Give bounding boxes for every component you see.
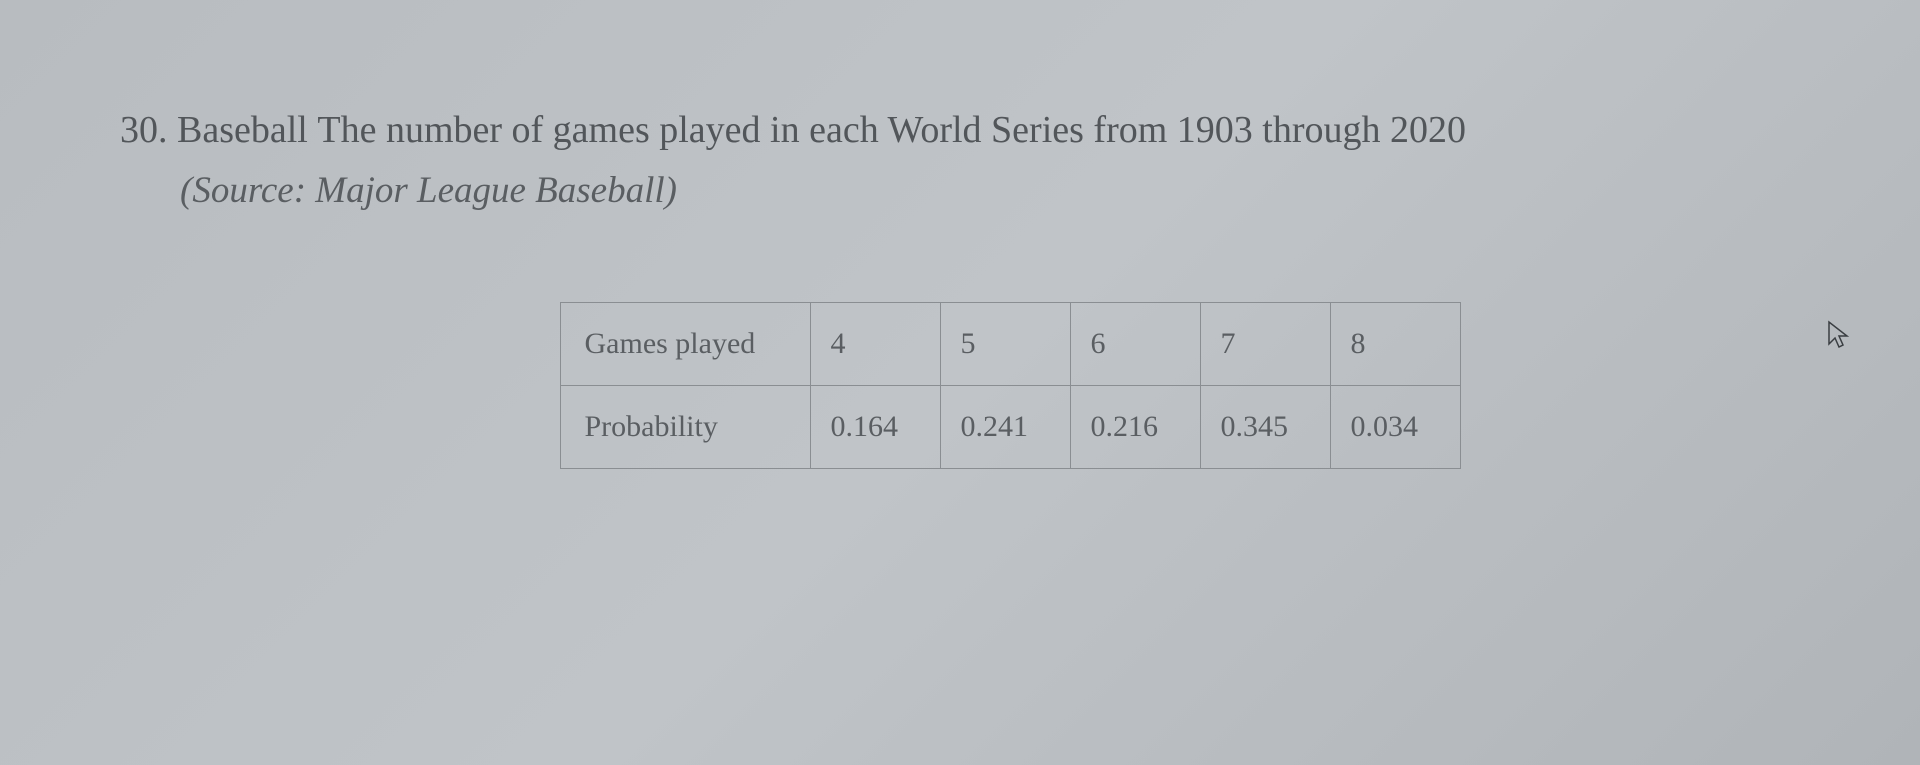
games-cell: 8 <box>1330 302 1460 385</box>
games-cell: 4 <box>810 302 940 385</box>
probability-cell: 0.034 <box>1330 385 1460 468</box>
question-topic: Baseball <box>177 109 308 151</box>
cursor-icon <box>1826 320 1850 352</box>
probability-cell: 0.241 <box>940 385 1070 468</box>
probability-cell: 0.216 <box>1070 385 1200 468</box>
games-cell: 5 <box>940 302 1070 385</box>
page-content: 30. Baseball The number of games played … <box>0 0 1920 469</box>
probability-table: Games played 4 5 6 7 8 Probability 0.164… <box>560 302 1461 469</box>
row-header-probability: Probability <box>560 385 810 468</box>
probability-cell: 0.164 <box>810 385 940 468</box>
row-header-games: Games played <box>560 302 810 385</box>
table-wrapper: Games played 4 5 6 7 8 Probability 0.164… <box>220 302 1800 469</box>
table-row: Probability 0.164 0.241 0.216 0.345 0.03… <box>560 385 1460 468</box>
question-line: 30. Baseball The number of games played … <box>120 100 1800 161</box>
question-number: 30. <box>120 109 168 151</box>
probability-cell: 0.345 <box>1200 385 1330 468</box>
question-text: The number of games played in each World… <box>317 109 1466 151</box>
games-cell: 7 <box>1200 302 1330 385</box>
question-source: (Source: Major League Baseball) <box>180 169 1800 212</box>
games-cell: 6 <box>1070 302 1200 385</box>
table-row: Games played 4 5 6 7 8 <box>560 302 1460 385</box>
